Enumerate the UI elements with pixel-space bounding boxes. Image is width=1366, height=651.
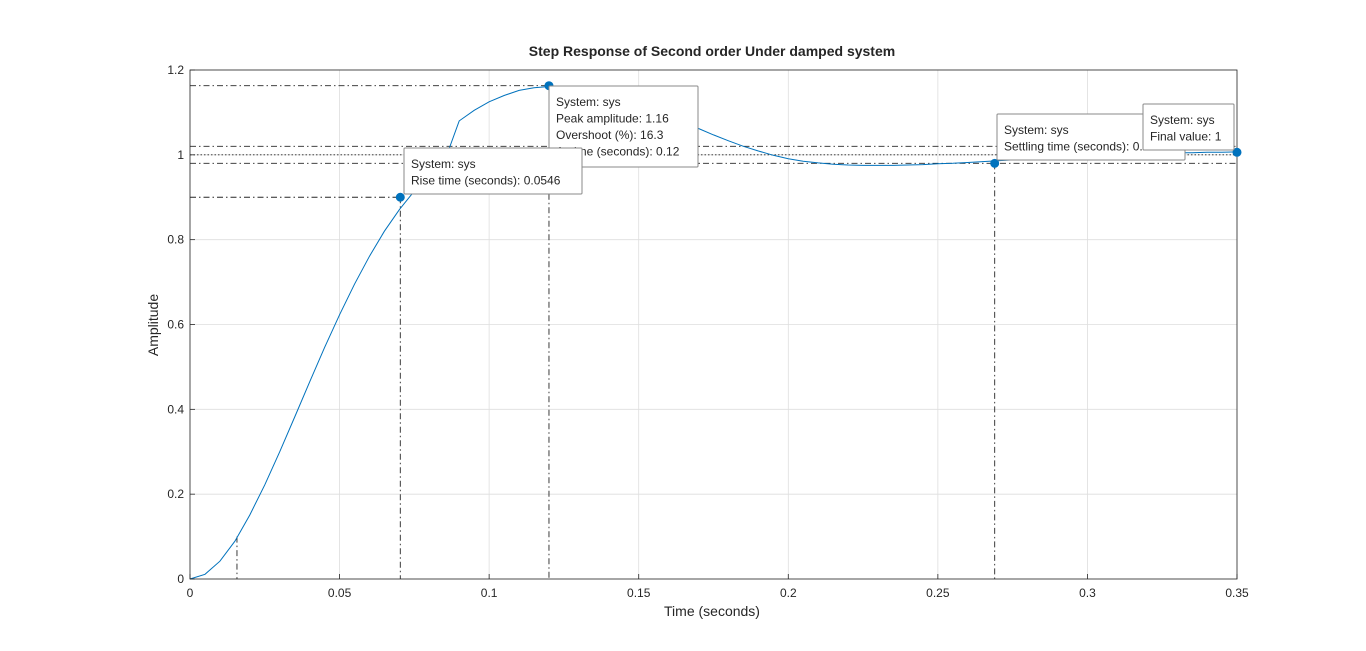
y-tick-label: 0.6 xyxy=(167,318,184,332)
datatip-line: Settling time (seconds): 0.269 xyxy=(1004,140,1163,154)
x-tick-label: 0.35 xyxy=(1225,586,1249,600)
final-value-marker[interactable] xyxy=(1232,147,1242,157)
y-tick-label: 1 xyxy=(177,148,184,162)
x-tick-label: 0.15 xyxy=(627,586,651,600)
datatip-box xyxy=(403,147,583,195)
datatip-peak[interactable]: System: sys Peak amplitude: 1.16 Overshoot… xyxy=(548,85,699,168)
datatip-line: Overshoot (%): 16.3 xyxy=(556,128,664,142)
y-axis-ticks: 0 0.2 0.4 0.6 0.8 1 1.2 xyxy=(167,63,195,586)
datatip-box xyxy=(1142,103,1235,151)
datatip-line: At time (seconds): 0.12 xyxy=(556,145,680,159)
datatip-final[interactable]: System: sys Final value: 1 xyxy=(1142,103,1235,151)
x-tick-label: 0.05 xyxy=(328,586,352,600)
datatip-line: System: sys xyxy=(556,95,621,109)
datatip-line: System: sys xyxy=(1004,123,1069,137)
chart-title: Step Response of Second order Under damp… xyxy=(529,43,895,59)
y-tick-label: 0.2 xyxy=(167,487,184,501)
datatip-settling[interactable]: System: sys Settling time (seconds): 0.26… xyxy=(996,113,1186,161)
x-tick-label: 0.2 xyxy=(780,586,797,600)
datatip-rise[interactable]: System: sys Rise time (seconds): 0.0546 xyxy=(403,147,583,195)
rise-time-marker[interactable] xyxy=(395,192,405,202)
x-tick-label: 0.1 xyxy=(481,586,498,600)
datatip-line: System: sys xyxy=(411,157,476,171)
datatip-line: System: sys xyxy=(1150,113,1215,127)
y-axis-label: Amplitude xyxy=(145,294,161,356)
x-tick-label: 0.25 xyxy=(926,586,950,600)
x-axis-label: Time (seconds) xyxy=(664,603,760,619)
datatip-line: Final value: 1 xyxy=(1150,130,1222,144)
datatip-box xyxy=(548,85,699,168)
datatip-line: Rise time (seconds): 0.0546 xyxy=(411,174,561,188)
datatips: System: sys Peak amplitude: 1.16 Overshoot… xyxy=(403,85,1235,195)
x-tick-label: 0 xyxy=(187,586,194,600)
y-tick-label: 0 xyxy=(177,572,184,586)
y-tick-label: 0.8 xyxy=(167,233,184,247)
x-axis-ticks: 0 0.05 0.1 0.15 0.2 0.25 0.3 0.35 xyxy=(187,574,1249,600)
x-tick-label: 0.3 xyxy=(1079,586,1096,600)
y-tick-label: 1.2 xyxy=(167,63,184,77)
y-tick-label: 0.4 xyxy=(167,402,184,416)
datatip-line: Peak amplitude: 1.16 xyxy=(556,112,669,126)
settling-time-marker[interactable] xyxy=(990,158,1000,168)
